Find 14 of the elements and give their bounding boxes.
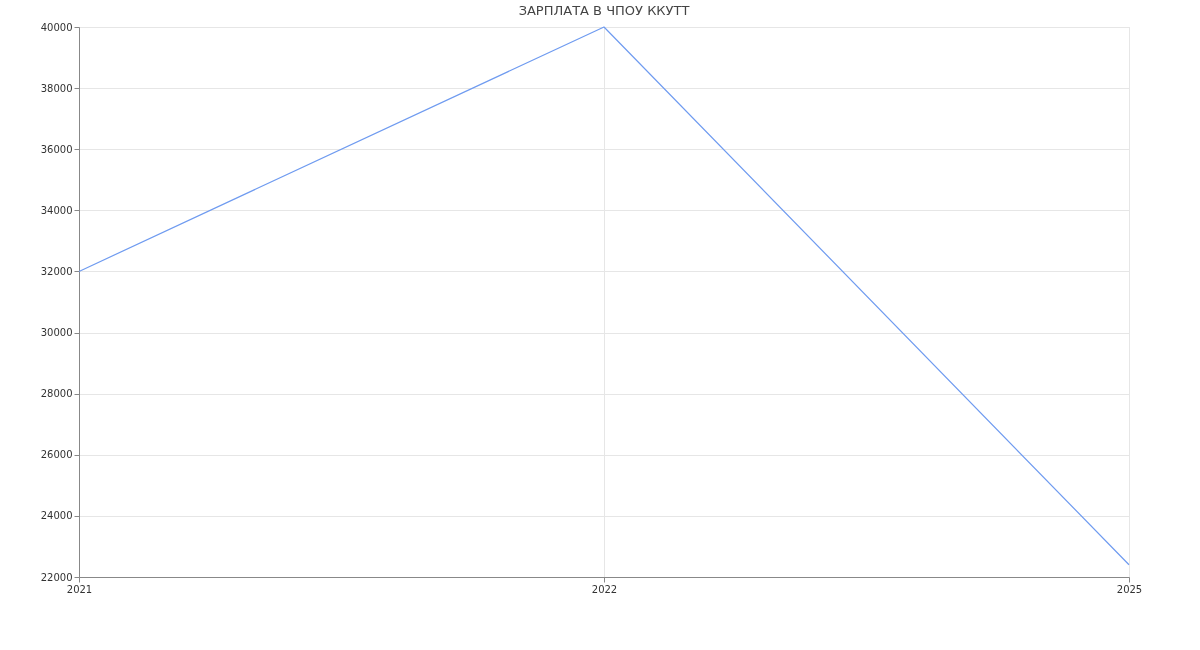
y-tick-label: 24000 bbox=[40, 510, 73, 522]
x-tick-label: 2025 bbox=[1116, 583, 1143, 595]
y-tick-label: 34000 bbox=[40, 204, 73, 216]
y-tick-label: 22000 bbox=[40, 571, 73, 583]
y-tick-label: 36000 bbox=[40, 143, 73, 155]
x-tick-label: 2022 bbox=[591, 583, 618, 595]
y-tick-label: 40000 bbox=[40, 21, 73, 33]
y-tick-label: 32000 bbox=[40, 265, 73, 277]
chart-title: ЗАРПЛАТА В ЧПОУ ККУТТ bbox=[518, 3, 690, 18]
y-tick-label: 26000 bbox=[40, 449, 73, 461]
y-tick-label: 38000 bbox=[40, 82, 73, 94]
y-tick-label: 28000 bbox=[40, 388, 73, 400]
y-tick-label: 30000 bbox=[40, 327, 73, 339]
x-tick-label: 2021 bbox=[66, 583, 93, 595]
